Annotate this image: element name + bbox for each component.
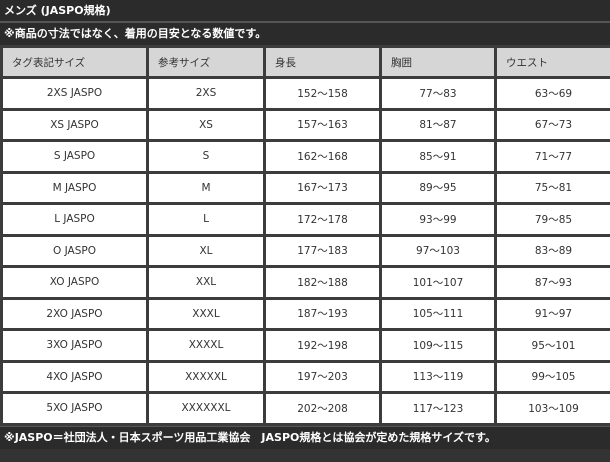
cell-height: 172〜178 [263, 202, 382, 237]
cell-reference-size: S [146, 139, 266, 174]
table-row: XS JASPO XS 157〜163 81〜87 67〜73 [0, 107, 610, 142]
size-table: タグ表記サイズ 参考サイズ 身長 胸囲 ウエスト 2XS JASPO 2XS 152〜158… [0, 45, 610, 426]
cell-reference-size: XXXL [146, 296, 266, 331]
table-row: 2XO JASPO XXXL 187〜193 105〜111 91〜97 [0, 296, 610, 331]
cell-height: 187〜193 [263, 296, 382, 331]
cell-reference-size: XXL [146, 265, 266, 300]
table-row: S JASPO S 162〜168 85〜91 71〜77 [0, 139, 610, 174]
cell-height: 197〜203 [263, 359, 382, 394]
footer-note: ※JASPO＝社団法人・日本スポーツ用品工業協会 JASPO規格とは協会が定めた… [0, 425, 610, 449]
table-row: 2XS JASPO 2XS 152〜158 77〜83 63〜69 [0, 76, 610, 111]
cell-height: 182〜188 [263, 265, 382, 300]
cell-waist: 83〜89 [494, 233, 610, 268]
cell-reference-size: L [146, 202, 266, 237]
cell-waist: 75〜81 [494, 170, 610, 205]
cell-tag-size: XO JASPO [0, 265, 149, 300]
table-header-row: タグ表記サイズ 参考サイズ 身長 胸囲 ウエスト [0, 45, 610, 79]
cell-height: 202〜208 [263, 391, 382, 426]
cell-tag-size: 2XS JASPO [0, 76, 149, 111]
cell-chest: 101〜107 [379, 265, 497, 300]
cell-chest: 117〜123 [379, 391, 497, 426]
table-row: O JASPO XL 177〜183 97〜103 83〜89 [0, 233, 610, 268]
cell-reference-size: XS [146, 107, 266, 142]
cell-tag-size: M JASPO [0, 170, 149, 205]
cell-chest: 105〜111 [379, 296, 497, 331]
table-body: 2XS JASPO 2XS 152〜158 77〜83 63〜69 XS JASPO XS 1… [0, 76, 610, 426]
table-row: XO JASPO XXL 182〜188 101〜107 87〜93 [0, 265, 610, 300]
cell-height: 167〜173 [263, 170, 382, 205]
cell-tag-size: 4XO JASPO [0, 359, 149, 394]
cell-chest: 109〜115 [379, 328, 497, 363]
header-chest: 胸囲 [379, 45, 497, 79]
table-row: 5XO JASPO XXXXXXL 202〜208 117〜123 103〜109 [0, 391, 610, 426]
cell-waist: 87〜93 [494, 265, 610, 300]
cell-reference-size: XL [146, 233, 266, 268]
cell-waist: 103〜109 [494, 391, 610, 426]
cell-waist: 67〜73 [494, 107, 610, 142]
cell-height: 177〜183 [263, 233, 382, 268]
cell-reference-size: 2XS [146, 76, 266, 111]
cell-chest: 81〜87 [379, 107, 497, 142]
cell-reference-size: XXXXXL [146, 359, 266, 394]
cell-waist: 79〜85 [494, 202, 610, 237]
cell-waist: 71〜77 [494, 139, 610, 174]
cell-height: 157〜163 [263, 107, 382, 142]
cell-tag-size: O JASPO [0, 233, 149, 268]
cell-chest: 89〜95 [379, 170, 497, 205]
cell-tag-size: 2XO JASPO [0, 296, 149, 331]
header-tag-size: タグ表記サイズ [0, 45, 149, 79]
cell-chest: 85〜91 [379, 139, 497, 174]
cell-waist: 63〜69 [494, 76, 610, 111]
cell-chest: 97〜103 [379, 233, 497, 268]
cell-reference-size: XXXXXXL [146, 391, 266, 426]
cell-tag-size: 5XO JASPO [0, 391, 149, 426]
cell-height: 162〜168 [263, 139, 382, 174]
cell-height: 192〜198 [263, 328, 382, 363]
cell-tag-size: L JASPO [0, 202, 149, 237]
cell-reference-size: XXXXL [146, 328, 266, 363]
cell-waist: 99〜105 [494, 359, 610, 394]
cell-chest: 93〜99 [379, 202, 497, 237]
cell-reference-size: M [146, 170, 266, 205]
cell-tag-size: S JASPO [0, 139, 149, 174]
table-row: M JASPO M 167〜173 89〜95 75〜81 [0, 170, 610, 205]
chart-title: メンズ (JASPO規格) [0, 0, 610, 23]
table-row: L JASPO L 172〜178 93〜99 79〜85 [0, 202, 610, 237]
chart-note: ※商品の寸法ではなく、着用の目安となる数値です。 [0, 23, 610, 45]
cell-waist: 95〜101 [494, 328, 610, 363]
table-row: 4XO JASPO XXXXXL 197〜203 113〜119 99〜105 [0, 359, 610, 394]
cell-waist: 91〜97 [494, 296, 610, 331]
header-height: 身長 [263, 45, 382, 79]
cell-height: 152〜158 [263, 76, 382, 111]
cell-tag-size: XS JASPO [0, 107, 149, 142]
table-row: 3XO JASPO XXXXL 192〜198 109〜115 95〜101 [0, 328, 610, 363]
cell-chest: 77〜83 [379, 76, 497, 111]
header-reference-size: 参考サイズ [146, 45, 266, 79]
cell-chest: 113〜119 [379, 359, 497, 394]
cell-tag-size: 3XO JASPO [0, 328, 149, 363]
header-waist: ウエスト [494, 45, 610, 79]
